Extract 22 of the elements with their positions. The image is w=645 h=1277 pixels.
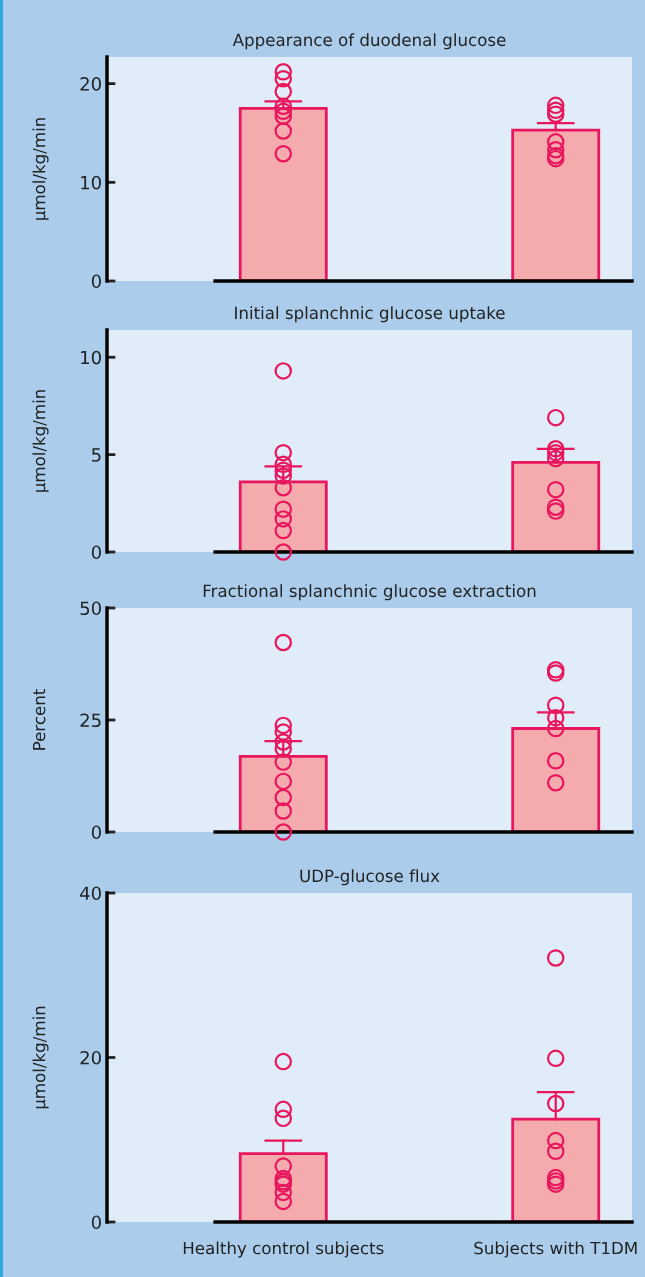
y-tick-label: 20 xyxy=(80,1050,101,1065)
y-tick-label: 50 xyxy=(80,601,101,616)
y-axis-title: µmol/kg/min xyxy=(32,1006,49,1109)
y-tick-label: 0 xyxy=(91,825,101,840)
y-axis-title: µmol/kg/min xyxy=(32,118,49,220)
chart-title: UDP-glucose flux xyxy=(300,869,440,886)
x-tick-label: Subjects with T1DM xyxy=(474,1241,637,1258)
y-axis-title: Percent xyxy=(32,689,46,750)
y-tick-label: 25 xyxy=(80,713,101,728)
y-axis-title: µmol/kg/min xyxy=(32,390,49,492)
y-tick-label: 10 xyxy=(81,175,101,190)
y-tick-label: 10 xyxy=(81,350,101,365)
chart-title: Initial splanchnic glucose uptake xyxy=(235,306,505,323)
y-tick-label: 20 xyxy=(80,77,101,91)
chart-title: Appearance of duodenal glucose xyxy=(232,33,506,50)
y-tick-label: 0 xyxy=(91,274,101,289)
y-tick-label: 0 xyxy=(91,545,101,560)
y-tick-label: 0 xyxy=(91,1215,101,1230)
y-tick-label: 5 xyxy=(92,448,101,462)
x-tick-label: Healthy control subjects xyxy=(183,1241,384,1258)
y-tick-label: 40 xyxy=(80,886,101,901)
chart-title: Fractional splanchnic glucose extraction xyxy=(203,584,536,601)
